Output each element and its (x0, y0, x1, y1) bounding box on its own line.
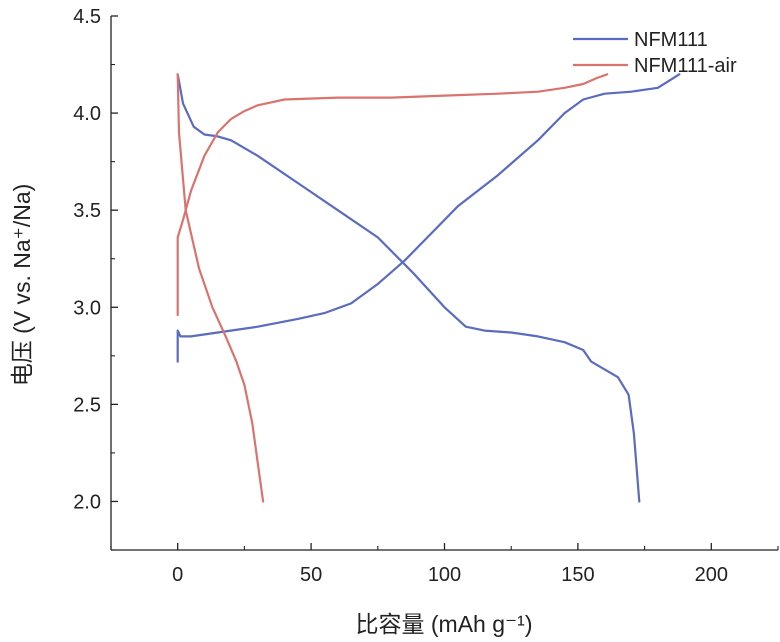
y-tick-label: 2.5 (73, 394, 101, 416)
x-tick-label: 50 (300, 564, 322, 586)
charge-curve (176, 73, 609, 317)
y-axis-ticks: 2.0 2.5 3.0 3.5 4.0 4.5 (73, 6, 118, 551)
series-nfm111 (176, 73, 681, 503)
legend-label: NFM111 (634, 29, 708, 51)
x-tick-label: 100 (428, 564, 461, 586)
y-tick-label: 4.5 (73, 6, 101, 28)
y-tick-label: 3.5 (73, 200, 101, 222)
y-axis-title: 电压 (V vs. Na⁺/Na) (9, 184, 35, 387)
legend: NFM111 NFM111-air (573, 29, 737, 77)
y-tick-label: 3.0 (73, 297, 101, 319)
series-layer (176, 73, 681, 503)
series-nfm111-air (176, 73, 609, 503)
legend-label: NFM111-air (634, 55, 737, 77)
y-tick-label: 4.0 (73, 103, 101, 125)
x-tick-label: 200 (695, 564, 728, 586)
x-axis-ticks: 0 50 100 150 200 (110, 543, 779, 586)
x-axis-title: 比容量 (mAh g⁻¹) (356, 611, 533, 637)
y-tick-label: 2.0 (73, 491, 101, 513)
x-tick-label: 150 (561, 564, 594, 586)
discharge-curve (176, 73, 265, 503)
discharge-curve (176, 73, 641, 503)
charge-curve (176, 73, 681, 363)
x-tick-label: 0 (172, 564, 183, 586)
